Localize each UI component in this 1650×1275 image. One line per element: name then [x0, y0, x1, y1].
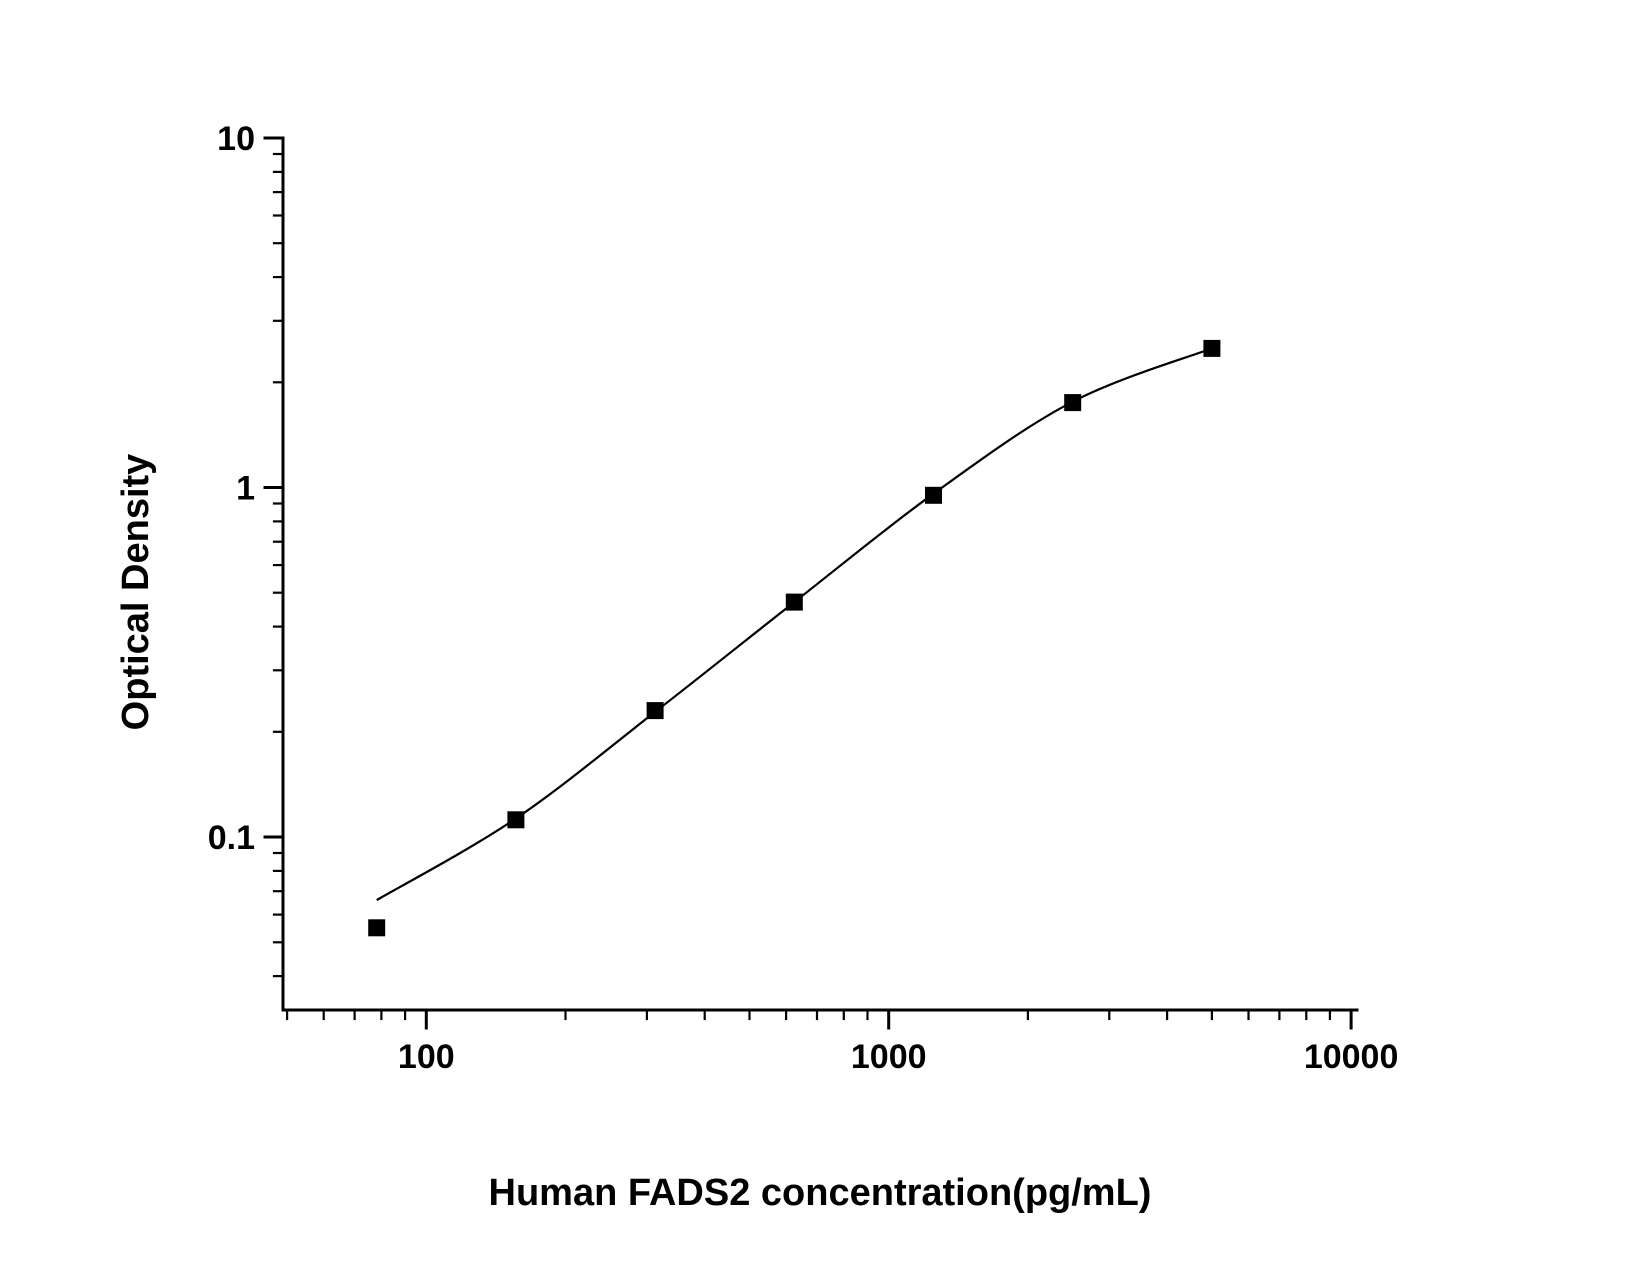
data-points-layer [368, 339, 1221, 937]
data-point-marker [507, 811, 525, 829]
data-point-marker [1064, 394, 1082, 412]
data-point-marker [785, 593, 803, 611]
x-axis-title: Human FADS2 concentration(pg/mL) [489, 1172, 1152, 1214]
x-tick-label: 1000 [851, 1038, 927, 1076]
y-tick-label: 0.1 [208, 819, 255, 857]
tick-labels-layer: 100 1000 10000 0.1 1 10 [208, 120, 1399, 1076]
y-tick-label: 10 [217, 120, 255, 158]
data-point-marker [925, 486, 942, 504]
x-tick-label: 10000 [1304, 1038, 1399, 1076]
data-point-marker [1203, 339, 1221, 357]
data-point-marker [646, 702, 664, 720]
y-tick-label: 1 [236, 470, 255, 508]
axes-layer [281, 136, 1359, 1012]
fit-curve-path [376, 347, 1213, 902]
fit-curve-layer [376, 347, 1213, 902]
x-tick-label: 100 [398, 1038, 455, 1076]
data-point-marker [368, 919, 386, 937]
ticks-layer [263, 136, 1353, 1030]
y-axis-title: Optical Density [115, 454, 157, 731]
